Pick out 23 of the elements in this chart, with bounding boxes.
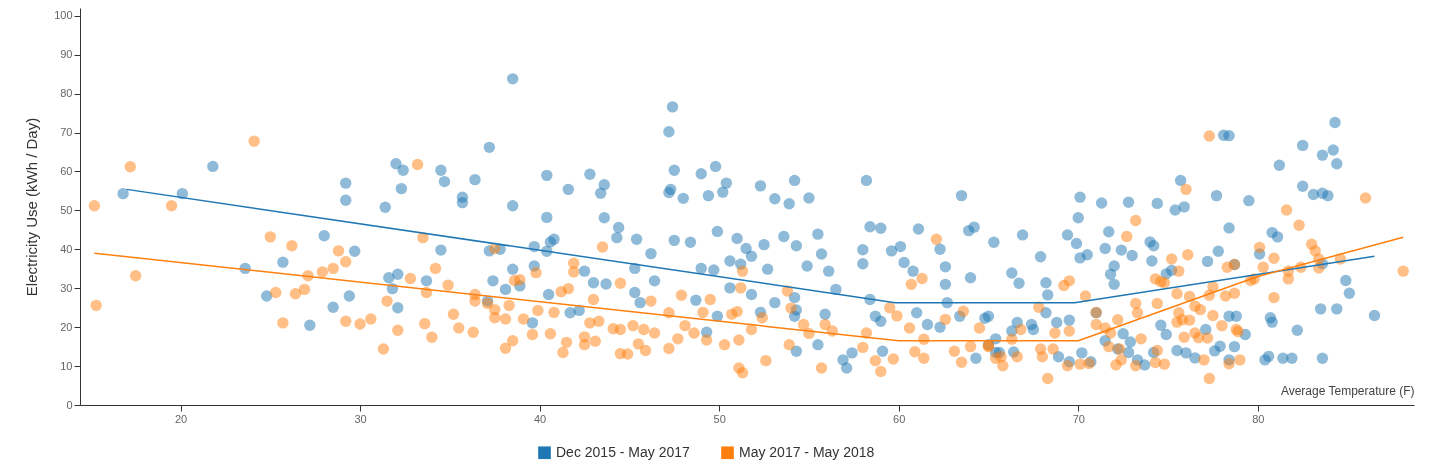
x-tick-label: 40	[534, 412, 547, 425]
y-tick-label: 10	[60, 359, 73, 372]
y-tick-label: 20	[60, 320, 73, 333]
y-tick-label: 70	[60, 126, 73, 139]
y-tick-label: 50	[60, 203, 73, 216]
y-tick-label: 0	[66, 398, 73, 411]
x-tick-label: 60	[893, 412, 906, 425]
x-tick-label: 70	[1072, 412, 1085, 425]
x-tick-label: 80	[1252, 412, 1265, 425]
y-tick-label: 90	[60, 48, 73, 61]
y-tick-label: 40	[60, 242, 73, 255]
y-tick-label: 100	[54, 9, 73, 22]
y-tick-label: 80	[60, 87, 73, 100]
y-tick-label: 30	[60, 281, 73, 294]
legend-label: Dec 2015 - May 2017	[556, 443, 691, 460]
y-tick-label: 60	[60, 164, 73, 177]
x-axis-title: Average Temperature (F)	[1280, 383, 1415, 398]
x-tick-label: 50	[713, 412, 726, 425]
x-tick-label: 30	[354, 412, 367, 425]
x-tick-label: 20	[174, 412, 188, 425]
line-series	[93, 236, 1404, 342]
legend-label: May 2017 - May 2018	[739, 443, 875, 460]
y-axis-title: Electricity Use (kWh / Day)	[23, 117, 41, 297]
